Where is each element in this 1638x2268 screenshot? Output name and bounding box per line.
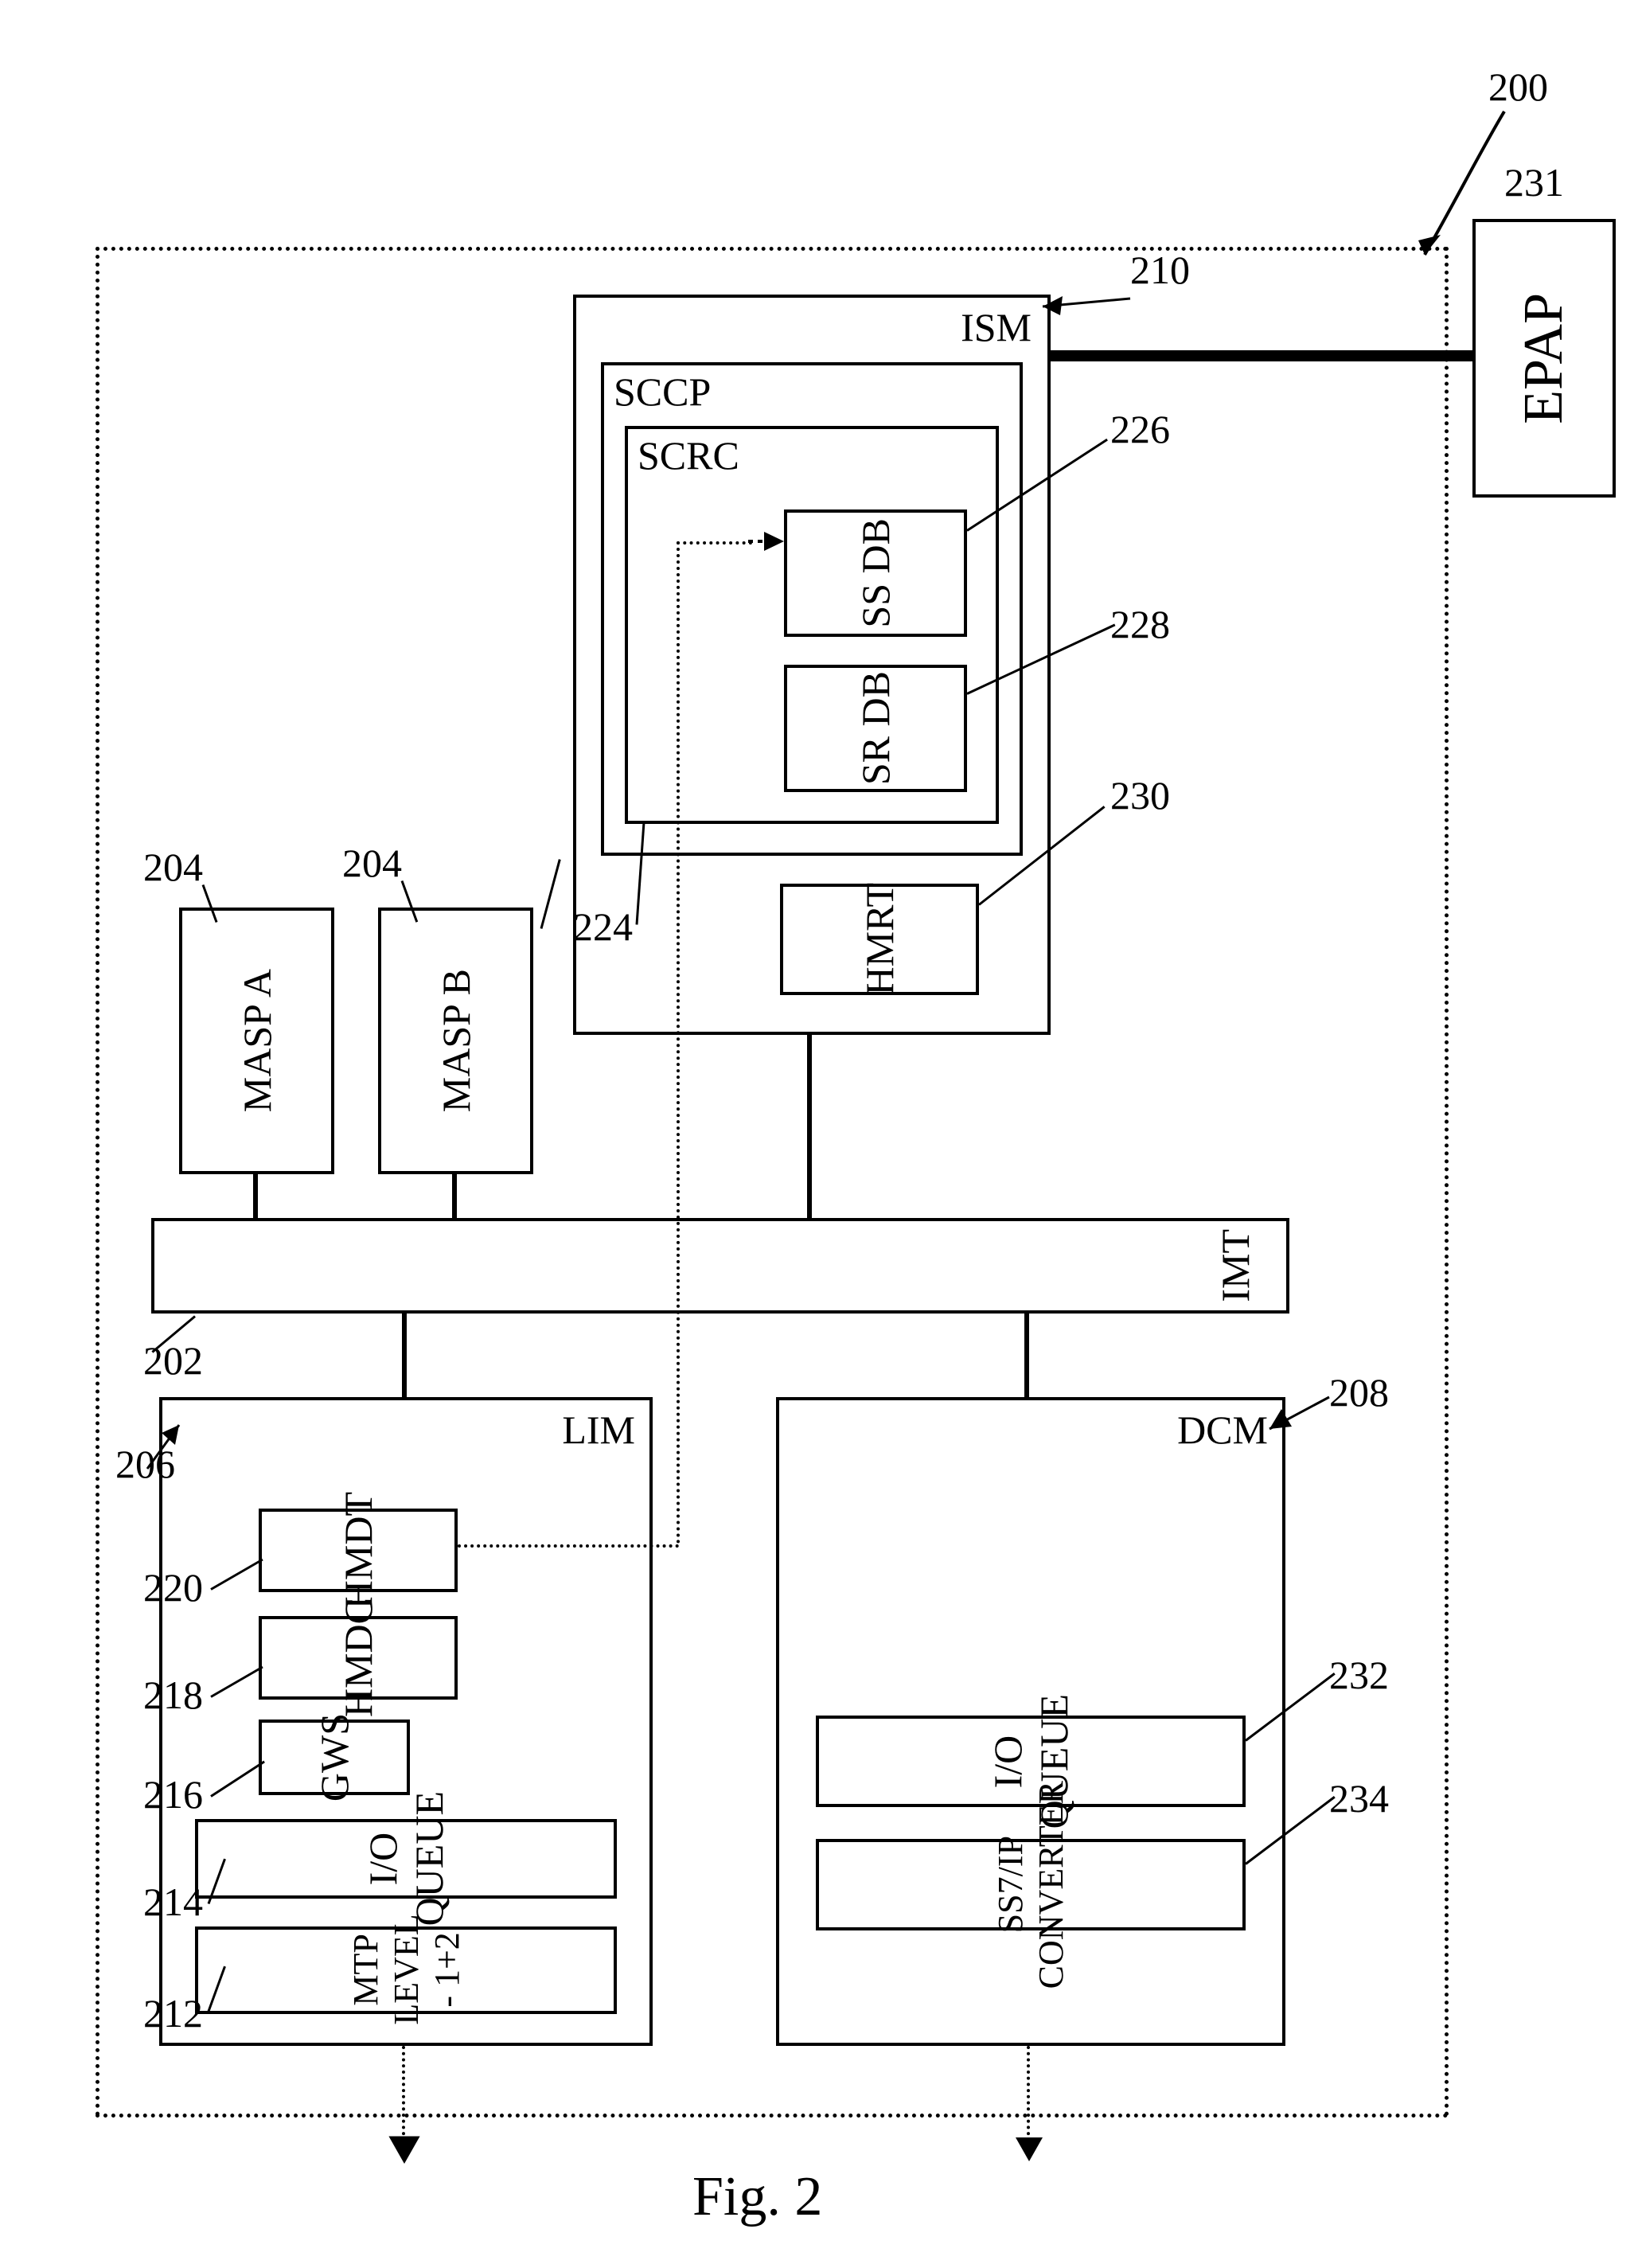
- dotpath-h2: [677, 541, 752, 545]
- ref-230: 230: [1110, 772, 1170, 818]
- ssdb-box: SS DB: [784, 509, 967, 637]
- ref-204-b: 204: [342, 840, 402, 886]
- masp-b-label: MASP B: [433, 969, 479, 1112]
- conn-lim-imt: [402, 1314, 407, 1399]
- masp-a-box: MASP A: [179, 908, 334, 1174]
- hmrt-box: HMRT: [780, 884, 979, 995]
- ref-218: 218: [143, 1672, 203, 1718]
- hmdt-box: HMDT: [259, 1509, 458, 1592]
- epap-box: EPAP: [1472, 219, 1616, 498]
- hmdc-box: HMDC: [259, 1616, 458, 1700]
- hmdt-label: HMDT: [335, 1492, 381, 1609]
- arrow-208: [1254, 1385, 1333, 1441]
- mtp-label: MTP LEVEL - 1+2: [345, 1915, 467, 2025]
- ref-224: 224: [573, 904, 633, 950]
- ref-226: 226: [1110, 406, 1170, 452]
- dotpath-h1: [458, 1544, 679, 1548]
- epap-label: EPAP: [1512, 293, 1576, 424]
- ref-220: 220: [143, 1564, 203, 1610]
- ref-210: 210: [1130, 247, 1190, 293]
- imt-label: IMT: [1212, 1229, 1258, 1302]
- ss7ip-label: SS7/IP CONVERTER: [990, 1781, 1071, 1989]
- ss7ip-box: SS7/IP CONVERTER: [816, 1839, 1246, 1930]
- conn-maspb-imt: [452, 1174, 457, 1220]
- out-arrow-dcm-head: [1009, 2133, 1049, 2165]
- hmdc-label: HMDC: [335, 1598, 381, 1717]
- ref-234: 234: [1329, 1775, 1389, 1821]
- ref-231: 231: [1504, 159, 1564, 205]
- ref-204-a: 204: [143, 844, 203, 890]
- figure-caption: Fig. 2: [692, 2165, 822, 2229]
- sccp-label: SCCP: [614, 369, 711, 415]
- scrc-label: SCRC: [638, 432, 739, 478]
- masp-a-label: MASP A: [234, 969, 280, 1112]
- out-arrow-dcm: [1027, 2046, 1030, 2141]
- conn-maspa-imt: [253, 1174, 258, 1220]
- gws-label: GWS: [311, 1713, 357, 1802]
- srdb-box: SR DB: [784, 665, 967, 792]
- out-arrow-lim: [402, 2046, 405, 2141]
- diagram-canvas: 200 EPAP 231 ISM 210 SCCP 222 SCRC 224 S…: [0, 0, 1638, 2268]
- out-arrow-lim-head: [384, 2133, 424, 2165]
- ref-202: 202: [143, 1337, 203, 1384]
- ssdb-label: SS DB: [852, 518, 899, 628]
- conn-dcm-imt: [1024, 1314, 1029, 1399]
- arrow-210: [1019, 263, 1138, 318]
- gws-box: GWS: [259, 1720, 410, 1795]
- mtp-box: MTP LEVEL - 1+2: [195, 1926, 617, 2014]
- ref-208: 208: [1329, 1369, 1389, 1415]
- ref-216: 216: [143, 1771, 203, 1817]
- io-queue-lim-box: I/O QUEUE: [195, 1819, 617, 1899]
- ref-214: 214: [143, 1879, 203, 1925]
- arrow-206: [147, 1409, 211, 1473]
- ref-212: 212: [143, 1990, 203, 2036]
- ref-228: 228: [1110, 601, 1170, 647]
- conn-ism-imt: [807, 1035, 812, 1220]
- ref-232: 232: [1329, 1652, 1389, 1698]
- dotpath-v1: [677, 541, 680, 1544]
- lim-label: LIM: [562, 1407, 635, 1453]
- io-queue-lim-label: I/O QUEUE: [360, 1791, 452, 1926]
- masp-b-box: MASP B: [378, 908, 533, 1174]
- imt-box: IMT: [151, 1218, 1289, 1314]
- dotpath-arrowhead: [748, 521, 796, 561]
- srdb-label: SR DB: [852, 671, 899, 785]
- epap-to-ism-line: [1047, 350, 1472, 361]
- hmrt-label: HMRT: [856, 883, 903, 995]
